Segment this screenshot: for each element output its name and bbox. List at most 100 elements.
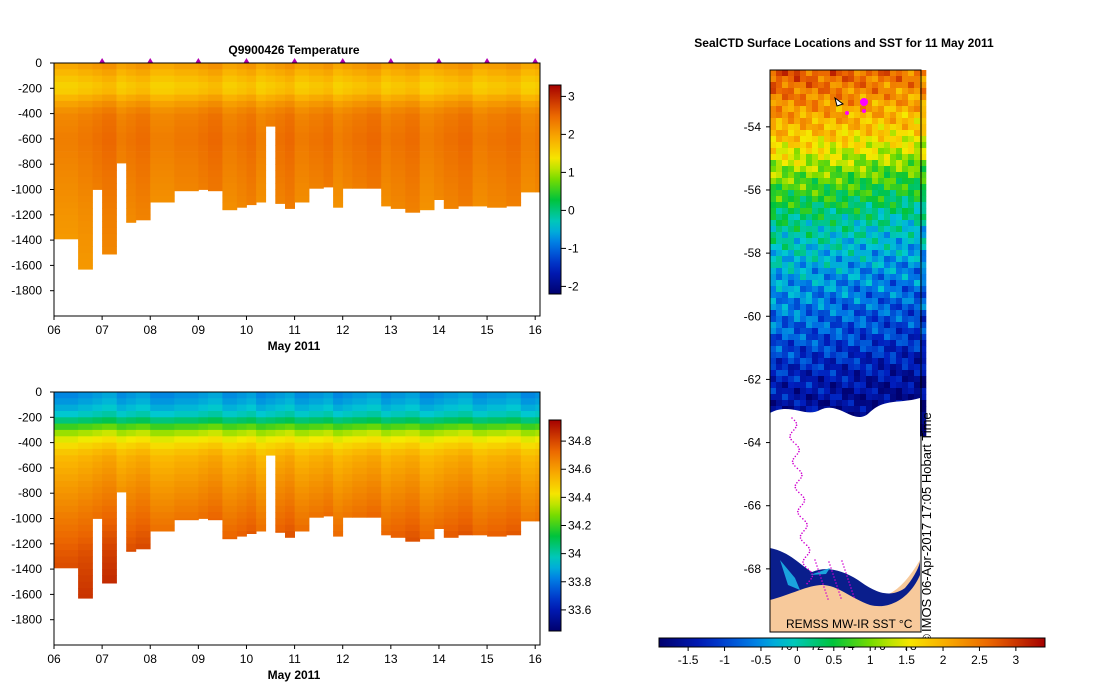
sst-cell [776, 178, 783, 185]
sst-cell [776, 358, 783, 365]
salinity-cell [256, 442, 267, 450]
sst-cell [788, 256, 795, 263]
sst-cell [824, 244, 831, 251]
sst-cell [920, 394, 927, 401]
temperature-cell [506, 151, 522, 159]
sst-cell [818, 244, 825, 251]
sst-cell [794, 328, 801, 335]
sst-cell [800, 364, 807, 371]
temperature-cell [333, 151, 344, 159]
salinity-cell [487, 480, 507, 488]
sst-cell [830, 328, 837, 335]
sst-cell [902, 286, 909, 293]
salinity-cell [323, 480, 334, 488]
sst-cell [776, 268, 783, 275]
sst-cell [830, 352, 837, 359]
salinity-cell [150, 461, 175, 469]
profile-markers [99, 58, 539, 63]
salinity-cell [116, 429, 127, 437]
sst-cell [890, 340, 897, 347]
sst-cell [848, 214, 855, 221]
temperature-cell [285, 94, 295, 102]
sst-cell [860, 130, 867, 137]
salinity-cell [54, 417, 79, 424]
sst-cell [860, 280, 867, 287]
sst-cell [860, 76, 867, 83]
salinity-cell [198, 398, 209, 405]
temperature-cell [102, 170, 117, 178]
sst-cell [872, 376, 879, 383]
sst-cell [872, 268, 879, 275]
salinity-cell [405, 423, 421, 431]
temperature-cell [102, 82, 117, 89]
sst-cell [800, 214, 807, 221]
salinity-cell [458, 448, 473, 456]
x-tick-label: 14 [432, 652, 446, 666]
salinity-cell [135, 467, 151, 475]
sst-cell [782, 118, 789, 125]
temperature-cell [135, 189, 151, 197]
lat-tick-label: -66 [744, 499, 762, 513]
sst-cell [902, 148, 909, 155]
sst-cell [806, 220, 813, 227]
sst-cell [800, 148, 807, 155]
sst-cell [818, 316, 825, 323]
sst-cell [836, 406, 843, 413]
sst-cell [878, 166, 885, 173]
sst-cell [920, 388, 927, 395]
sst-map-cells [770, 70, 927, 437]
sst-cell [818, 172, 825, 179]
x-tick-label: 10 [240, 323, 254, 337]
sst-cell [884, 76, 891, 83]
sst-cell [872, 304, 879, 311]
sst-cell [902, 202, 909, 209]
sst-cell [776, 292, 783, 299]
temperature-cell [285, 151, 295, 159]
temperature-cell [506, 195, 522, 203]
temperature-cell [434, 176, 445, 184]
salinity-cell [381, 448, 392, 456]
salinity-cell [419, 499, 435, 507]
sst-cell [896, 88, 903, 95]
sst-cell [854, 118, 861, 125]
temperature-cell [208, 63, 223, 70]
salinity-cell [535, 411, 541, 418]
sst-cell [902, 226, 909, 233]
temperature-cell [174, 183, 199, 190]
salinity-cell [275, 480, 286, 488]
sst-cell [836, 76, 843, 83]
temperature-cell [390, 138, 406, 146]
temperature-cell [150, 69, 175, 76]
sst-cell [806, 352, 813, 359]
sst-cell [836, 160, 843, 167]
temperature-cell [92, 183, 103, 190]
salinity-cell [342, 499, 353, 507]
sst-cell [866, 190, 873, 197]
temperature-cell [390, 202, 406, 209]
sst-cell [806, 346, 813, 353]
temperature-cell [405, 138, 421, 146]
sst-cell [848, 76, 855, 83]
sst-cell [902, 370, 909, 377]
temperature-cell [381, 183, 392, 190]
salinity-cell [520, 417, 536, 424]
sst-cell [818, 382, 825, 389]
temperature-cell [434, 132, 445, 140]
sst-cell [848, 370, 855, 377]
sst-cell [920, 304, 927, 311]
temperature-cell [150, 183, 175, 190]
temperature-cell [405, 88, 421, 95]
salinity-cell [135, 493, 151, 500]
sst-cell [848, 250, 855, 257]
sst-cell [776, 88, 783, 95]
sst-cell [854, 160, 861, 167]
sst-cell [872, 166, 879, 173]
sst-cell [776, 376, 783, 383]
salinity-cell [458, 467, 473, 475]
sst-cell [890, 286, 897, 293]
salinity-cell [256, 499, 267, 507]
temperature-cell [135, 145, 151, 152]
temperature-cell [419, 119, 435, 127]
temperature-cell [352, 126, 368, 133]
sst-cell [872, 298, 879, 305]
